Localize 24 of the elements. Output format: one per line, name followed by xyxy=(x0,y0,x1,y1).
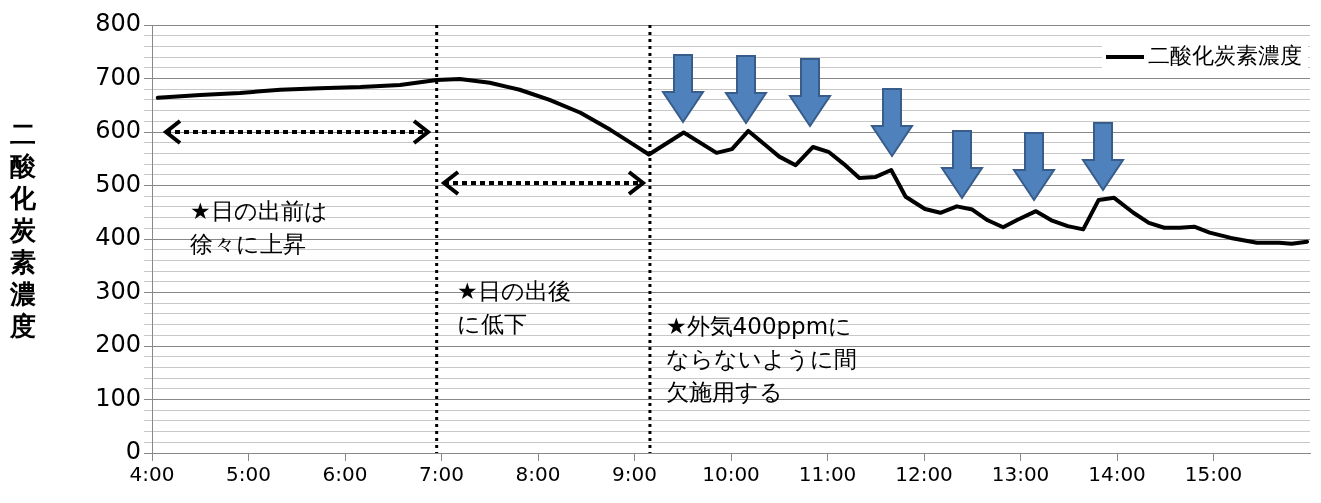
x-tick-label: 15:00 xyxy=(1184,462,1243,487)
y-tick-label: 400 xyxy=(95,223,141,252)
y-tick-label: 200 xyxy=(95,330,141,359)
y-tick-label: 700 xyxy=(95,62,141,91)
x-tick-label: 11:00 xyxy=(798,462,857,487)
annotation: ★日の出前は徐々に上昇 xyxy=(190,197,329,259)
x-tick-label: 5:00 xyxy=(226,462,271,487)
x-tick-label: 12:00 xyxy=(895,462,953,487)
x-tick-label: 13:00 xyxy=(991,462,1050,487)
y-tick-label: 800 xyxy=(95,9,141,38)
y-axis-title: 二酸化炭素濃度 xyxy=(8,118,37,342)
annotation: ★日の出後に低下 xyxy=(457,277,572,339)
legend-label: 二酸化炭素濃度 xyxy=(1148,42,1302,68)
x-tick-label: 10:00 xyxy=(702,462,760,487)
y-tick-label: 300 xyxy=(95,276,141,305)
y-tick-label: 100 xyxy=(95,383,141,412)
x-tick-label: 6:00 xyxy=(322,462,368,487)
annotation: ★外気400ppmにならないように間欠施用する xyxy=(666,312,858,407)
y-tick-label: 500 xyxy=(95,169,141,198)
x-tick-label: 7:00 xyxy=(419,462,464,487)
x-tick-label: 9:00 xyxy=(612,462,657,487)
x-tick-label: 14:00 xyxy=(1088,462,1146,487)
y-tick-label: 600 xyxy=(95,116,141,145)
x-tick-label: 8:00 xyxy=(515,462,561,487)
